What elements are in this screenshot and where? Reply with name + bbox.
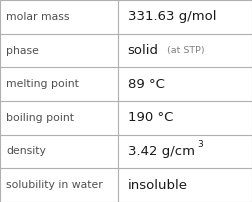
Text: solid: solid: [128, 44, 159, 57]
Text: 3.42 g/cm: 3.42 g/cm: [128, 145, 195, 158]
Text: melting point: melting point: [6, 79, 79, 89]
Text: 331.63 g/mol: 331.63 g/mol: [128, 10, 216, 23]
Text: 190 °C: 190 °C: [128, 111, 173, 124]
Text: boiling point: boiling point: [6, 113, 74, 123]
Text: (at STP): (at STP): [167, 46, 204, 55]
Text: 3: 3: [197, 140, 203, 149]
Text: phase: phase: [6, 45, 39, 56]
Text: density: density: [6, 146, 46, 157]
Text: solubility in water: solubility in water: [6, 180, 103, 190]
Text: molar mass: molar mass: [6, 12, 70, 22]
Text: insoluble: insoluble: [128, 179, 187, 192]
Text: 89 °C: 89 °C: [128, 78, 164, 91]
